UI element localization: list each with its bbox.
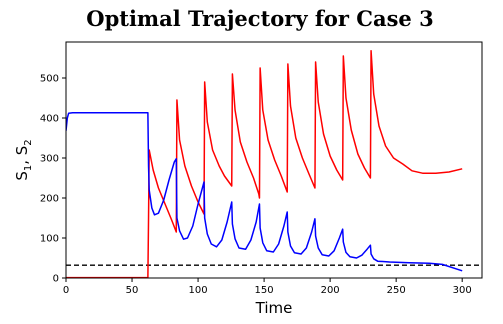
chart-title: Optimal Trajectory for Case 3 [86,6,433,31]
series-line-1 [66,112,463,272]
y-tick-label: 100 [40,234,59,245]
x-tick-label: 100 [189,285,208,296]
y-axis-label: S1, S2 [13,139,34,180]
y-tick-label: 200 [40,194,59,205]
x-tick-label: 300 [453,285,472,296]
series-line-0 [66,50,463,278]
y-tick-label: 300 [40,154,59,165]
x-tick-label: 150 [255,285,274,296]
y-axis-label-s1-sub: 1 [23,165,34,171]
x-tick-label: 250 [387,285,406,296]
x-tick-label: 0 [63,285,69,296]
x-axis: 0 50 100 150 200 250 300 [63,278,472,296]
axes-frame [65,41,483,279]
y-axis-label-s2-sub: 2 [23,139,34,145]
x-tick-label: 50 [126,285,139,296]
y-axis: 0 100 200 300 400 500 [40,74,66,285]
plot-area [66,50,482,278]
y-tick-label: 500 [40,74,59,85]
y-tick-label: 0 [53,274,59,285]
x-axis-label: Time [255,299,293,317]
x-tick-label: 200 [321,285,340,296]
y-axis-label-s1: S [13,171,31,181]
y-tick-label: 400 [40,114,59,125]
y-axis-label-s2: , S [13,146,31,165]
